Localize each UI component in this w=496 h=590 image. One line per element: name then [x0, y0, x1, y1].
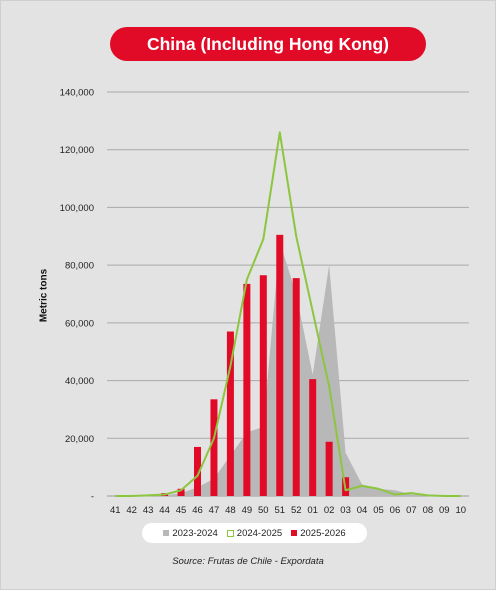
bar-2025-2026 [309, 379, 317, 496]
legend-item-2024-2025: 2024-2025 [226, 527, 283, 539]
bar-2025-2026 [226, 331, 234, 496]
bar-2025-2026 [177, 488, 185, 496]
legend-swatch-gray [163, 530, 170, 536]
x-tick-label: 45 [176, 505, 187, 516]
y-tick-label: 60,000 [65, 318, 94, 329]
x-tick-label: 44 [159, 505, 170, 516]
bar-2025-2026 [194, 446, 201, 496]
series-area-2023-2024 [115, 242, 461, 496]
source-note: Source: Frutas de Chile - Expordata [172, 556, 324, 567]
legend-swatch-red [291, 530, 298, 536]
x-tick-label: 51 [274, 505, 285, 516]
x-tick-label: 02 [324, 505, 335, 516]
y-tick-label: 20,000 [65, 434, 94, 445]
bar-layer [161, 234, 350, 497]
x-tick-label: 04 [357, 505, 368, 516]
bar-2025-2026 [210, 399, 218, 496]
line-layer [115, 131, 461, 497]
x-tick-label: 49 [242, 505, 253, 516]
legend: 2023-2024 2024-2025 2025-2026 [142, 523, 367, 543]
bar-2025-2026 [325, 441, 333, 496]
x-tick-label: 10 [455, 505, 466, 516]
x-tick-label: 41 [110, 505, 121, 516]
y-tick-label: 140,000 [60, 88, 94, 99]
y-tick-label: 120,000 [60, 145, 94, 156]
area-layer [115, 242, 461, 496]
chart-title: China (Including Hong Kong) [110, 27, 426, 61]
y-tick-label: - [91, 492, 94, 503]
x-tick-label: 09 [439, 505, 450, 516]
bar-2025-2026 [276, 234, 284, 497]
legend-item-2023-2024: 2023-2024 [163, 527, 218, 539]
x-tick-label: 43 [143, 505, 154, 516]
x-tick-label: 07 [406, 505, 417, 516]
x-tick-label: 03 [340, 505, 351, 516]
y-tick-label: 40,000 [65, 376, 94, 387]
x-tick-label: 52 [291, 505, 302, 516]
legend-swatch-green [226, 529, 234, 537]
x-tick-label: 47 [209, 505, 220, 516]
bar-2025-2026 [259, 275, 267, 496]
x-tick-label: 08 [423, 505, 434, 516]
legend-label: 2025-2026 [300, 527, 346, 539]
tick-layer: - 20,000 40,000 60,000 80,000 100,000 120,000 1… [60, 88, 466, 517]
x-tick-label: 46 [192, 505, 203, 516]
legend-label: 2023-2024 [172, 527, 218, 539]
x-tick-label: 01 [307, 505, 318, 516]
legend-label: 2024-2025 [236, 527, 283, 539]
x-tick-label: 48 [225, 505, 236, 516]
y-tick-label: 80,000 [65, 261, 94, 272]
y-tick-label: 100,000 [60, 203, 94, 214]
x-tick-label: 42 [126, 505, 137, 516]
series-line-2024-2025 [115, 131, 461, 497]
x-tick-label: 50 [258, 505, 269, 516]
bar-2025-2026 [292, 278, 300, 496]
legend-item-2025-2026: 2025-2026 [291, 527, 346, 539]
x-tick-label: 06 [390, 505, 401, 516]
x-tick-label: 05 [373, 505, 384, 516]
bar-2025-2026 [243, 283, 251, 496]
